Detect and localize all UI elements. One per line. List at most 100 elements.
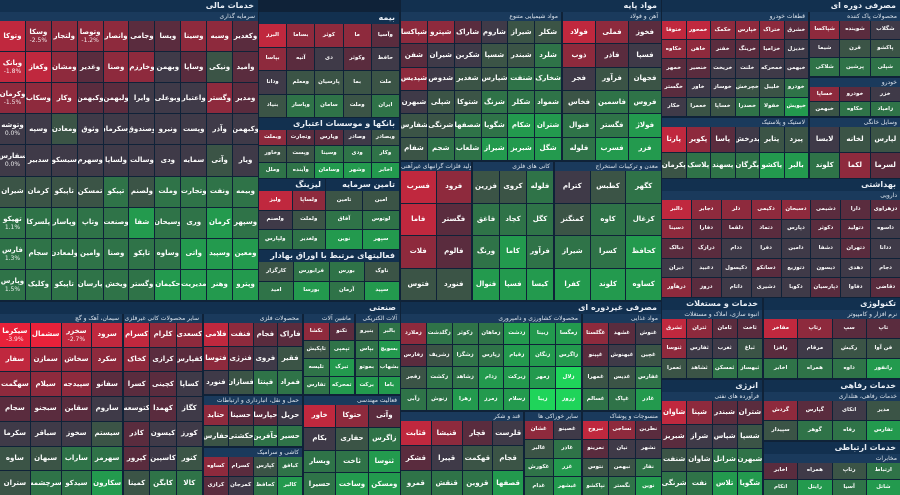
stock-tile[interactable]: دبالک [662, 239, 691, 258]
stock-tile[interactable]: کلوند [810, 153, 840, 178]
stock-tile[interactable]: خکمک [711, 21, 735, 40]
stock-tile[interactable]: قنقش [431, 471, 462, 495]
sector-energy[interactable]: انرژی فرآورده های نفتی شاوان شپنا شبندر شتران… [662, 380, 762, 495]
industry-group[interactable]: فرآورده های نفتی شاوان شپنا شبندر شتران شبریز… [662, 392, 762, 495]
stock-tile[interactable]: کسعدی [176, 323, 202, 347]
stock-tile[interactable]: کمینا [124, 471, 150, 495]
stock-tile[interactable]: پارتا [662, 127, 686, 152]
stock-tile[interactable]: لسرما [870, 153, 900, 178]
stock-tile[interactable]: دهدی [841, 258, 871, 278]
stock-tile[interactable]: غاذر [553, 439, 581, 458]
stock-tile[interactable]: حکیمان [155, 269, 181, 300]
stock-tile[interactable]: کروی [500, 171, 526, 203]
stock-tile[interactable]: ورنگ [473, 236, 499, 268]
stock-tile[interactable]: دارا [841, 200, 871, 219]
stock-tile[interactable]: زقیام [504, 345, 530, 366]
stock-tile[interactable]: نتوس [583, 458, 609, 477]
stock-tile[interactable]: ومشان [51, 52, 77, 83]
stock-tile[interactable]: حتاید [204, 405, 228, 425]
stock-tile[interactable]: تاپیکو [51, 269, 77, 300]
stock-tile[interactable]: ثبهساز [737, 359, 762, 378]
stock-tile[interactable]: وایرا [129, 83, 155, 114]
stock-tile[interactable]: شیراز [555, 236, 590, 268]
stock-tile[interactable]: فزرین [473, 171, 499, 203]
stock-tile[interactable]: قثابت [401, 421, 431, 445]
stock-tile[interactable]: غدیس [609, 367, 635, 388]
stock-tile[interactable]: نشهر [635, 439, 661, 458]
stock-tile[interactable]: زبرکت [504, 367, 530, 388]
stock-tile[interactable]: ثاخت [737, 319, 762, 338]
stock-tile[interactable]: قمرو [401, 471, 431, 495]
stock-tile[interactable]: ومعلم [287, 71, 315, 94]
stock-tile[interactable]: خاور [686, 78, 710, 97]
stock-tile[interactable]: مدیریت [181, 269, 207, 300]
stock-tile[interactable]: قرن [840, 39, 870, 58]
stock-tile[interactable]: دتماد [751, 219, 781, 239]
stock-tile[interactable]: دتوزیع [781, 258, 811, 278]
stock-tile[interactable]: فاسمین [596, 91, 628, 114]
stock-tile[interactable]: سپهر [363, 230, 399, 249]
stock-tile[interactable]: خفولا [760, 97, 784, 116]
stock-tile[interactable]: خمهر [662, 59, 686, 78]
stock-tile[interactable]: سیکرما -3.9% [0, 323, 30, 347]
stock-tile[interactable]: تاپکیش [304, 341, 329, 358]
stock-tile[interactable]: ستران [0, 471, 30, 495]
stock-tile[interactable]: ذوب [563, 44, 595, 67]
stock-tile[interactable]: ولبهمن [103, 83, 129, 114]
stock-tile[interactable]: ویخش [103, 269, 129, 300]
stock-tile[interactable]: اخابر [371, 162, 399, 178]
stock-tile[interactable]: خاهن [686, 40, 710, 59]
sector-tamin-sarmaye[interactable]: تامین سرمایه تامین امین آفاق لوتوس نوین سپهر [326, 179, 399, 249]
stock-tile[interactable]: نبهمن [609, 458, 635, 477]
stock-tile[interactable]: حتوکا [336, 405, 368, 427]
stock-tile[interactable]: شپاس [712, 424, 737, 448]
stock-tile[interactable]: سمازن [30, 347, 61, 372]
stock-tile[interactable]: ثغرب [712, 339, 737, 358]
stock-tile[interactable]: وسپهر [233, 207, 258, 238]
stock-tile[interactable]: گردش [764, 401, 798, 420]
stock-tile[interactable]: وکبهمن [77, 83, 103, 114]
stock-tile[interactable]: شفن [401, 44, 427, 67]
stock-tile[interactable]: سکرد [92, 347, 122, 372]
stock-tile[interactable]: حفارس [204, 426, 228, 446]
industry-group[interactable]: سایر محصولات کانی غیرفلزی کسرام کلرام کسعدی… [124, 314, 202, 495]
stock-tile[interactable]: کمنگنز [555, 203, 590, 235]
stock-tile[interactable]: لکما [840, 153, 870, 178]
stock-tile[interactable]: ولصنم [259, 210, 292, 230]
stock-tile[interactable]: شنفت [508, 67, 535, 90]
stock-tile[interactable]: وخاور [259, 146, 287, 162]
stock-tile[interactable]: آفاق [326, 210, 362, 230]
stock-tile[interactable]: شسپا [481, 44, 508, 67]
stock-tile[interactable]: دسینا [662, 219, 691, 239]
stock-tile[interactable]: نوین [635, 477, 661, 495]
stock-tile[interactable]: خچرخش [735, 78, 759, 97]
stock-tile[interactable]: شگویا [737, 472, 762, 495]
stock-tile[interactable]: وثوق [77, 114, 103, 145]
stock-tile[interactable]: وری [181, 207, 207, 238]
stock-tile[interactable]: قصفها [493, 471, 523, 495]
stock-tile[interactable]: خشرق [784, 21, 808, 40]
stock-tile[interactable]: غبشهر [553, 477, 581, 495]
stock-tile[interactable]: شپدیس [401, 67, 427, 90]
stock-tile[interactable]: وسالت [129, 145, 155, 176]
stock-tile[interactable]: کرمان [207, 207, 233, 238]
stock-tile[interactable]: وسکرمان [103, 114, 129, 145]
industry-group[interactable]: دارویی دالبر دجابر دلر دکیمی دسبحان دشیمی دارا د… [662, 191, 900, 297]
industry-group[interactable]: کانی های فلزی فزرین کروی فلوله فاغق کچاد کگل ور… [473, 162, 553, 300]
stock-tile[interactable]: فسرب [401, 171, 436, 203]
stock-tile[interactable]: نیان [609, 439, 635, 458]
stock-tile[interactable]: وگستر [129, 269, 155, 300]
stock-tile[interactable]: فگستر [596, 114, 628, 137]
stock-tile[interactable]: فسرب [596, 137, 628, 160]
stock-tile[interactable]: وجامی [129, 21, 155, 52]
stock-tile[interactable]: دعبید [691, 258, 721, 278]
stock-tile[interactable]: شاوان [687, 448, 712, 472]
stock-tile[interactable]: ددام [721, 239, 751, 258]
stock-tile[interactable]: زمهر [530, 367, 556, 388]
stock-tile[interactable]: وتاپ [77, 207, 103, 238]
stock-tile[interactable]: اخابر [764, 359, 798, 378]
stock-tile[interactable]: شفا [129, 207, 155, 238]
stock-tile[interactable]: اتکام [764, 479, 798, 495]
stock-tile[interactable]: وآتی [207, 145, 233, 176]
stock-tile[interactable]: وآسیا [371, 24, 399, 47]
